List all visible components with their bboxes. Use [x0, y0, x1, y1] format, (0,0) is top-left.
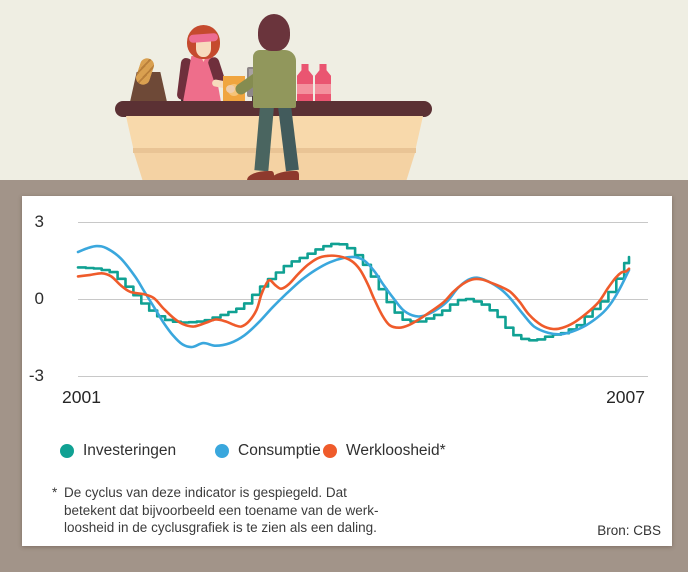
series-line-investeringen [76, 242, 631, 342]
source-label: Bron: CBS [597, 523, 661, 538]
illustration-section [0, 0, 697, 180]
legend-label: Werkloosheid* [346, 442, 446, 459]
legend-item-consumptie: Consumptie [215, 442, 321, 460]
footnote: * De cyclus van deze indicator is gespie… [52, 484, 378, 537]
customer-shoe-back [271, 171, 299, 180]
pink-bottle-label [315, 84, 331, 94]
investeringen-dot-icon [60, 444, 74, 458]
y-axis-tick-minus3: -3 [28, 366, 44, 385]
werkloosheid-dot-icon [323, 444, 337, 458]
legend-label: Consumptie [238, 442, 321, 459]
y-axis-tick-0: 0 [34, 289, 44, 308]
legend-item-werkloosheid: Werkloosheid* [323, 442, 446, 460]
legend-label: Investeringen [83, 442, 177, 459]
cashier-face [196, 38, 211, 57]
footnote-text: De cyclus van deze indicator is gespiege… [64, 484, 378, 537]
counter-seam [133, 148, 416, 153]
counter-body-upper [126, 116, 423, 149]
footnote-asterisk: * [52, 485, 58, 500]
cycle-chart [76, 221, 648, 378]
footnote-line: loosheid in de cyclusgrafiek is te zien … [64, 520, 377, 535]
customer-shoe-front [247, 171, 274, 180]
customer-hand [226, 85, 235, 93]
footnote-line: betekent dat bijvoorbeeld een toename va… [64, 502, 379, 518]
consumptie-dot-icon [215, 444, 229, 458]
chart-card: 3 0 -3 2001 2007 Investeringen Consumpti… [22, 196, 672, 546]
x-axis-label-start: 2001 [62, 387, 101, 407]
y-axis-tick-3: 3 [34, 212, 44, 231]
legend-item-investeringen: Investeringen [60, 442, 176, 460]
right-edge-strip [688, 0, 697, 572]
shop-illustration [0, 0, 697, 180]
series-line-consumptie [76, 244, 631, 349]
footnote-line: De cyclus van deze indicator is gespiege… [64, 485, 347, 500]
customer-jacket [253, 50, 296, 108]
x-axis-label-end: 2007 [606, 387, 645, 407]
customer-hair [258, 14, 290, 51]
pink-bottle-label [297, 84, 313, 94]
series-line-werkloosheid [76, 254, 631, 331]
